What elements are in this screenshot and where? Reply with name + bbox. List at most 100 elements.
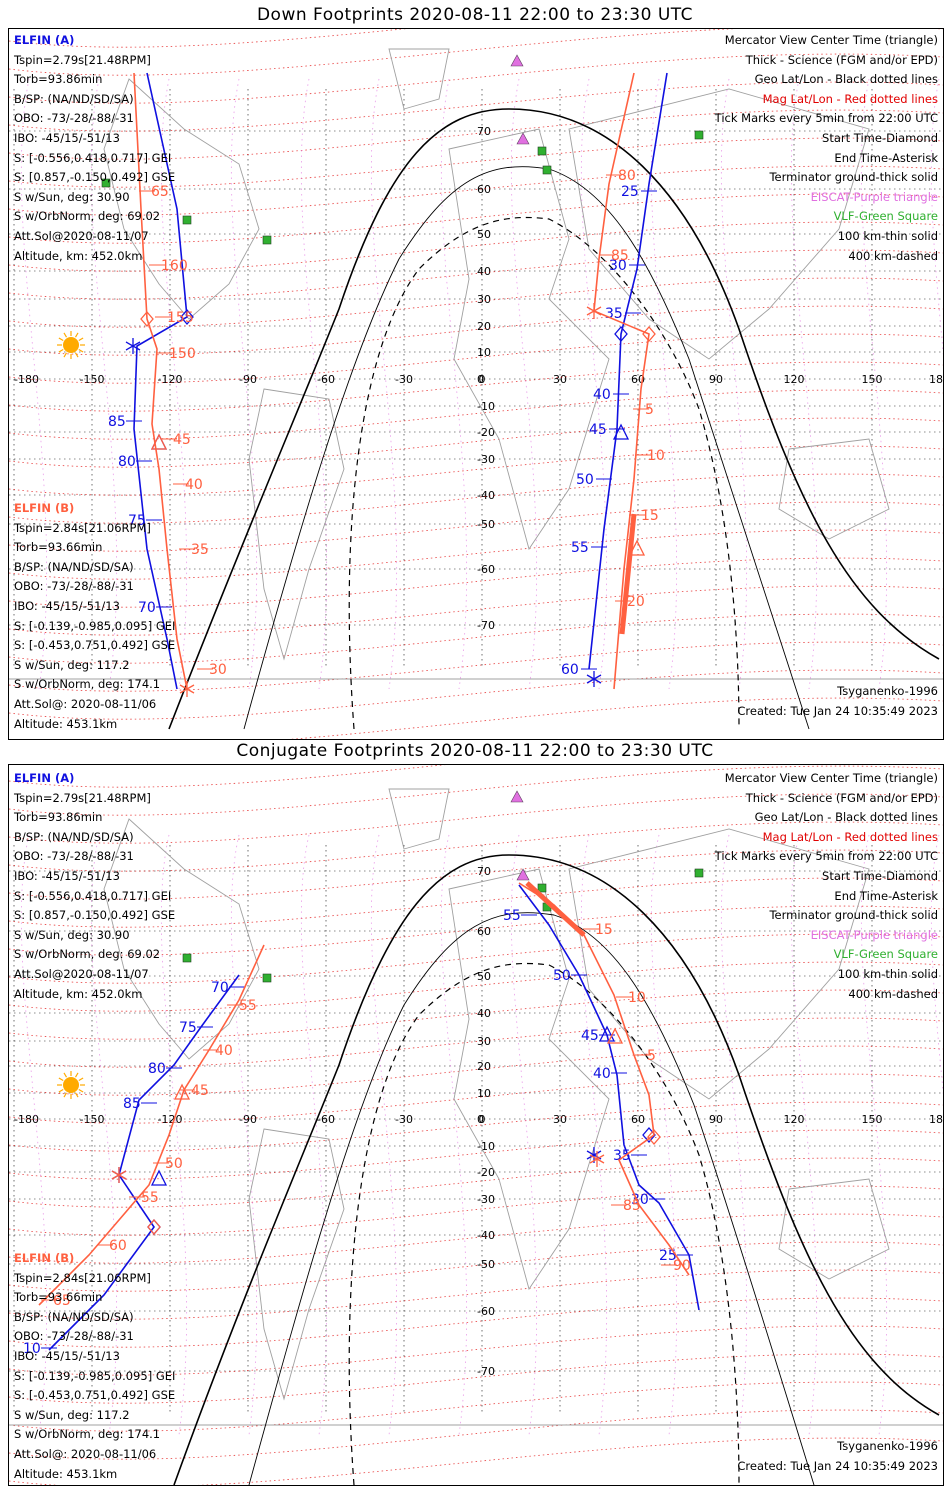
elfin-b-line: IBO: -45/15/-51/13	[14, 598, 120, 613]
longitude-tick-label: 120	[784, 373, 805, 386]
elfin-b-conj-track-west	[38, 944, 265, 1306]
elfin-b-line: S: [-0.453,0.751,0.492] GSE	[14, 1388, 176, 1403]
longitude-tick-label: -180	[14, 373, 39, 386]
legend-end: End Time-Asterisk	[834, 888, 938, 903]
conjugate-footprints-map: -180 -150 -120 -90 -60 -30 0 30 60 90 120 150 180 70 6…	[9, 765, 943, 1485]
longitude-tick-label: 30	[553, 373, 567, 386]
elfin-a-info: ELFIN (A) Tspin=2.79s[21.48RPM] Torb=93.…	[14, 769, 175, 1004]
track-time-label: 80	[148, 1061, 166, 1077]
track-time-label: 85	[611, 248, 629, 264]
footer: Tsyganenko-1996 Created: Tue Jan 24 10:3…	[737, 682, 938, 721]
down-footprints-map-panel: -180 -150 -120 -90 -60 -30 0 30 60 90 120 150 180 70 6…	[8, 28, 944, 740]
elfin-a-line: S: [0.857,-0.150,0.492] GSE	[14, 908, 176, 923]
elfin-b-line: Altitude: 453.1km	[14, 716, 118, 731]
legend-start: Start Time-Diamond	[822, 868, 938, 883]
track-time-label: 75	[179, 1020, 197, 1036]
created-label: Created: Tue Jan 24 10:35:49 2023	[737, 1458, 938, 1473]
track-time-label: 70	[138, 600, 156, 616]
elfin-a-info: ELFIN (A) Tspin=2.79s[21.48RPM] Torb=93.…	[14, 31, 175, 266]
mag-latitude-line	[9, 1325, 943, 1376]
longitude-tick-label: 60	[631, 1113, 645, 1126]
elfin-a-down-track-east	[588, 72, 668, 670]
track-time-label: 80	[118, 454, 136, 470]
track-time-label: 55	[571, 540, 589, 556]
latitude-tick-label: 40	[477, 265, 491, 278]
sun-ray	[63, 1092, 68, 1098]
legend-ticks: Tick Marks every 5min from 22:00 UTC	[714, 849, 938, 864]
track-time-label: 10	[628, 990, 646, 1006]
vlf-square-icon	[537, 146, 547, 156]
track-time-label: 30	[609, 258, 627, 274]
elfin-a-line: S: [-0.556,0.418,0.717] GEI	[14, 888, 172, 903]
sun-ray	[74, 1072, 79, 1078]
latitude-tick-label: 20	[477, 1060, 491, 1073]
track-time-label: 25	[621, 184, 639, 200]
elfin-b-info: ELFIN (B) Tspin=2.84s[21.06RPM] Torb=93.…	[14, 1249, 175, 1484]
longitude-tick-label: 180	[929, 1113, 943, 1126]
mag-latitude-line	[9, 1409, 943, 1460]
legend-thick: Thick - Science (FGM and/or EPD)	[745, 52, 938, 67]
track-time-label: 60	[109, 1238, 127, 1254]
mag-latitude-line	[9, 933, 943, 984]
longitude-tick-label: 180	[929, 373, 943, 386]
track-time-label: 60	[561, 662, 579, 678]
elfin-b-down-track-east	[593, 72, 650, 690]
mag-latitude-line	[9, 877, 943, 928]
legend-terminator: Terminator ground-thick solid	[769, 170, 938, 185]
latitude-tick-label: 30	[477, 1035, 491, 1048]
elfin-a-line: S w/Sun, deg: 30.90	[14, 189, 130, 204]
center-time-triangle-icon	[598, 1025, 616, 1042]
eiscat-triangle-icon	[516, 868, 530, 881]
eiscat-triangle-icon	[516, 132, 530, 145]
elfin-b-line: S: [-0.453,0.751,0.492] GSE	[14, 638, 176, 653]
start-diamond-icon	[140, 311, 154, 327]
mag-latitude-line	[9, 1017, 943, 1068]
down-footprints-title: Down Footprints 2020-08-11 22:00 to 23:3…	[256, 5, 694, 25]
track-time-label: 25	[659, 1248, 677, 1264]
mag-latitude-line	[9, 1185, 943, 1236]
elfin-a-line: Altitude, km: 452.0km	[14, 986, 143, 1001]
mag-latitude-line	[9, 557, 943, 608]
elfin-a-line: B/SP: (NA/ND/SD/SA)	[14, 829, 134, 844]
mag-latitude-line	[9, 1241, 943, 1292]
longitude-tick-label: -30	[395, 373, 413, 386]
continent-outline	[388, 48, 450, 110]
elfin-b-line: S w/OrbNorm, deg: 174.1	[14, 677, 161, 692]
track-time-label: 45	[173, 432, 191, 448]
track-time-label: 50	[165, 1156, 183, 1172]
longitude-tick-label: -150	[80, 1113, 105, 1126]
track-time-label: 150	[169, 346, 196, 362]
elfin-b-line: S w/Sun, deg: 117.2	[14, 657, 130, 672]
mag-latitude-line	[9, 765, 943, 816]
legend-mag: Mag Lat/Lon - Red dotted lines	[762, 829, 938, 844]
mag-latitude-line	[9, 305, 943, 356]
track-time-label: 45	[581, 1028, 599, 1044]
latitude-tick-label: -70	[477, 619, 495, 632]
mag-latitude-line	[9, 501, 943, 552]
latitude-tick-label: -20	[477, 426, 495, 439]
elfin-b-line: Att.Sol@: 2020-08-11/06	[14, 696, 157, 711]
terminator-ground-line	[173, 854, 940, 1485]
center-time-triangle-icon	[606, 1027, 624, 1044]
legend-eiscat: EISCAT-Purple triangle	[810, 927, 938, 942]
elfin-a-line: S: [-0.556,0.418,0.717] GEI	[14, 150, 172, 165]
sun-ray	[63, 332, 68, 338]
legend-mag: Mag Lat/Lon - Red dotted lines	[762, 91, 938, 106]
sun-icon	[63, 1077, 79, 1093]
mag-latitude-line	[9, 249, 943, 300]
sun-ray	[58, 348, 64, 353]
legend-400km: 400 km-dashed	[848, 248, 938, 263]
vlf-square-icon	[182, 215, 192, 225]
elfin-b-line: Att.Sol@: 2020-08-11/06	[14, 1446, 157, 1461]
track-time-label: 15	[595, 922, 613, 938]
longitude-tick-label: -60	[317, 373, 335, 386]
terminator-400km-line	[348, 962, 740, 1485]
elfin-b-line: OBO: -73/-28/-88/-31	[14, 579, 134, 594]
elfin-b-line: Altitude: 453.1km	[14, 1466, 118, 1481]
start-diamond-icon	[147, 1219, 161, 1235]
track-time-label: 85	[123, 1096, 141, 1112]
sun-ray	[63, 1072, 68, 1078]
longitude-tick-label: 90	[709, 373, 723, 386]
mag-longitude-line	[581, 78, 607, 690]
elfin-a-line: OBO: -73/-28/-88/-31	[14, 849, 134, 864]
